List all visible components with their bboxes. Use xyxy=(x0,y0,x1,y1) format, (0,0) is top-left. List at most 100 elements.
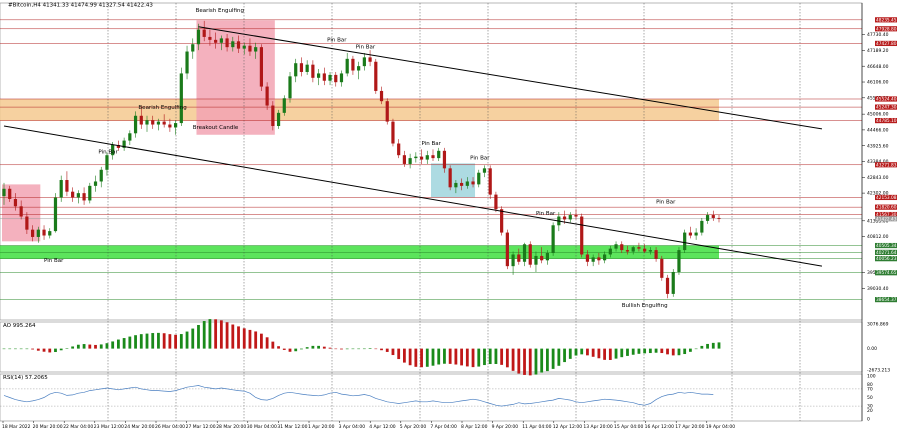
candle[interactable] xyxy=(522,242,527,267)
candle[interactable] xyxy=(276,109,281,129)
candle[interactable] xyxy=(351,55,355,75)
candle[interactable] xyxy=(683,229,687,254)
candle[interactable] xyxy=(145,115,149,132)
candle[interactable] xyxy=(299,57,304,77)
candle[interactable] xyxy=(174,120,178,135)
candle[interactable] xyxy=(603,251,607,264)
candle[interactable] xyxy=(259,44,263,91)
candle[interactable] xyxy=(105,152,109,176)
candle[interactable] xyxy=(122,137,126,151)
candle[interactable] xyxy=(128,130,132,145)
candle[interactable] xyxy=(48,228,52,239)
candle[interactable] xyxy=(225,34,229,52)
candle[interactable] xyxy=(53,193,58,233)
candle[interactable] xyxy=(168,118,172,132)
candle[interactable] xyxy=(379,86,384,105)
candle[interactable] xyxy=(391,118,395,147)
candle[interactable] xyxy=(471,177,475,188)
candle[interactable] xyxy=(13,193,18,211)
candle[interactable] xyxy=(437,147,441,162)
candle[interactable] xyxy=(419,149,424,164)
candle[interactable] xyxy=(36,226,40,243)
candle[interactable] xyxy=(620,241,624,254)
candle[interactable] xyxy=(65,171,69,197)
candle[interactable] xyxy=(448,165,452,191)
candle[interactable] xyxy=(665,274,670,299)
candle[interactable] xyxy=(442,147,447,173)
candle[interactable] xyxy=(328,71,332,86)
candle[interactable] xyxy=(397,139,401,159)
candle[interactable] xyxy=(505,229,509,270)
candle[interactable] xyxy=(82,187,86,205)
candle[interactable] xyxy=(425,150,429,164)
candle[interactable] xyxy=(677,247,681,275)
candle[interactable] xyxy=(402,150,406,167)
candle[interactable] xyxy=(288,71,292,103)
candle[interactable] xyxy=(254,42,258,59)
candle[interactable] xyxy=(488,165,492,199)
candle[interactable] xyxy=(608,245,612,258)
candle[interactable] xyxy=(242,42,246,55)
candle[interactable] xyxy=(25,212,29,235)
candle[interactable] xyxy=(517,248,521,265)
candle[interactable] xyxy=(236,35,241,53)
candle[interactable] xyxy=(219,35,223,51)
candle[interactable] xyxy=(368,50,372,67)
candle[interactable] xyxy=(334,71,338,87)
candle[interactable] xyxy=(711,210,715,221)
candle[interactable] xyxy=(271,101,275,131)
candle[interactable] xyxy=(643,244,647,254)
candle[interactable] xyxy=(294,58,298,83)
candle[interactable] xyxy=(93,175,98,192)
candle[interactable] xyxy=(305,60,309,75)
candle[interactable] xyxy=(591,254,595,267)
candle[interactable] xyxy=(597,253,601,265)
candle[interactable] xyxy=(614,241,618,252)
candle[interactable] xyxy=(374,58,378,94)
candle[interactable] xyxy=(511,251,515,275)
candle[interactable] xyxy=(648,247,652,255)
candle[interactable] xyxy=(2,182,6,205)
candle[interactable] xyxy=(585,250,590,267)
candle[interactable] xyxy=(59,175,63,202)
candle[interactable] xyxy=(185,45,189,80)
candle[interactable] xyxy=(574,209,578,220)
candle[interactable] xyxy=(282,95,286,116)
candle[interactable] xyxy=(202,20,206,42)
candle[interactable] xyxy=(460,178,464,191)
candle[interactable] xyxy=(545,250,549,265)
candle[interactable] xyxy=(637,242,641,252)
candle[interactable] xyxy=(196,23,201,51)
candle[interactable] xyxy=(19,200,23,220)
candle[interactable] xyxy=(133,111,138,138)
candle[interactable] xyxy=(357,61,361,80)
candle[interactable] xyxy=(534,251,538,272)
candle[interactable] xyxy=(339,70,344,87)
candle[interactable] xyxy=(580,213,584,258)
candle[interactable] xyxy=(322,67,326,86)
candle[interactable] xyxy=(71,187,75,202)
candle[interactable] xyxy=(162,114,166,128)
candle[interactable] xyxy=(214,32,218,49)
candle[interactable] xyxy=(660,255,664,281)
candle[interactable] xyxy=(431,149,435,162)
candle[interactable] xyxy=(345,52,349,77)
candle[interactable] xyxy=(76,190,80,204)
lower-trendline[interactable] xyxy=(3,125,823,267)
candle[interactable] xyxy=(317,69,321,86)
candle[interactable] xyxy=(705,212,710,224)
candle[interactable] xyxy=(362,52,366,71)
candle[interactable] xyxy=(625,245,630,255)
candle[interactable] xyxy=(717,215,721,223)
candle[interactable] xyxy=(568,212,572,223)
candle[interactable] xyxy=(694,228,698,240)
candle[interactable] xyxy=(528,241,532,268)
candle[interactable] xyxy=(414,152,418,163)
candle[interactable] xyxy=(454,180,458,194)
candle[interactable] xyxy=(208,29,212,46)
candle[interactable] xyxy=(311,60,315,83)
candle[interactable] xyxy=(654,247,658,262)
candle[interactable] xyxy=(151,115,155,129)
candle[interactable] xyxy=(31,225,35,242)
